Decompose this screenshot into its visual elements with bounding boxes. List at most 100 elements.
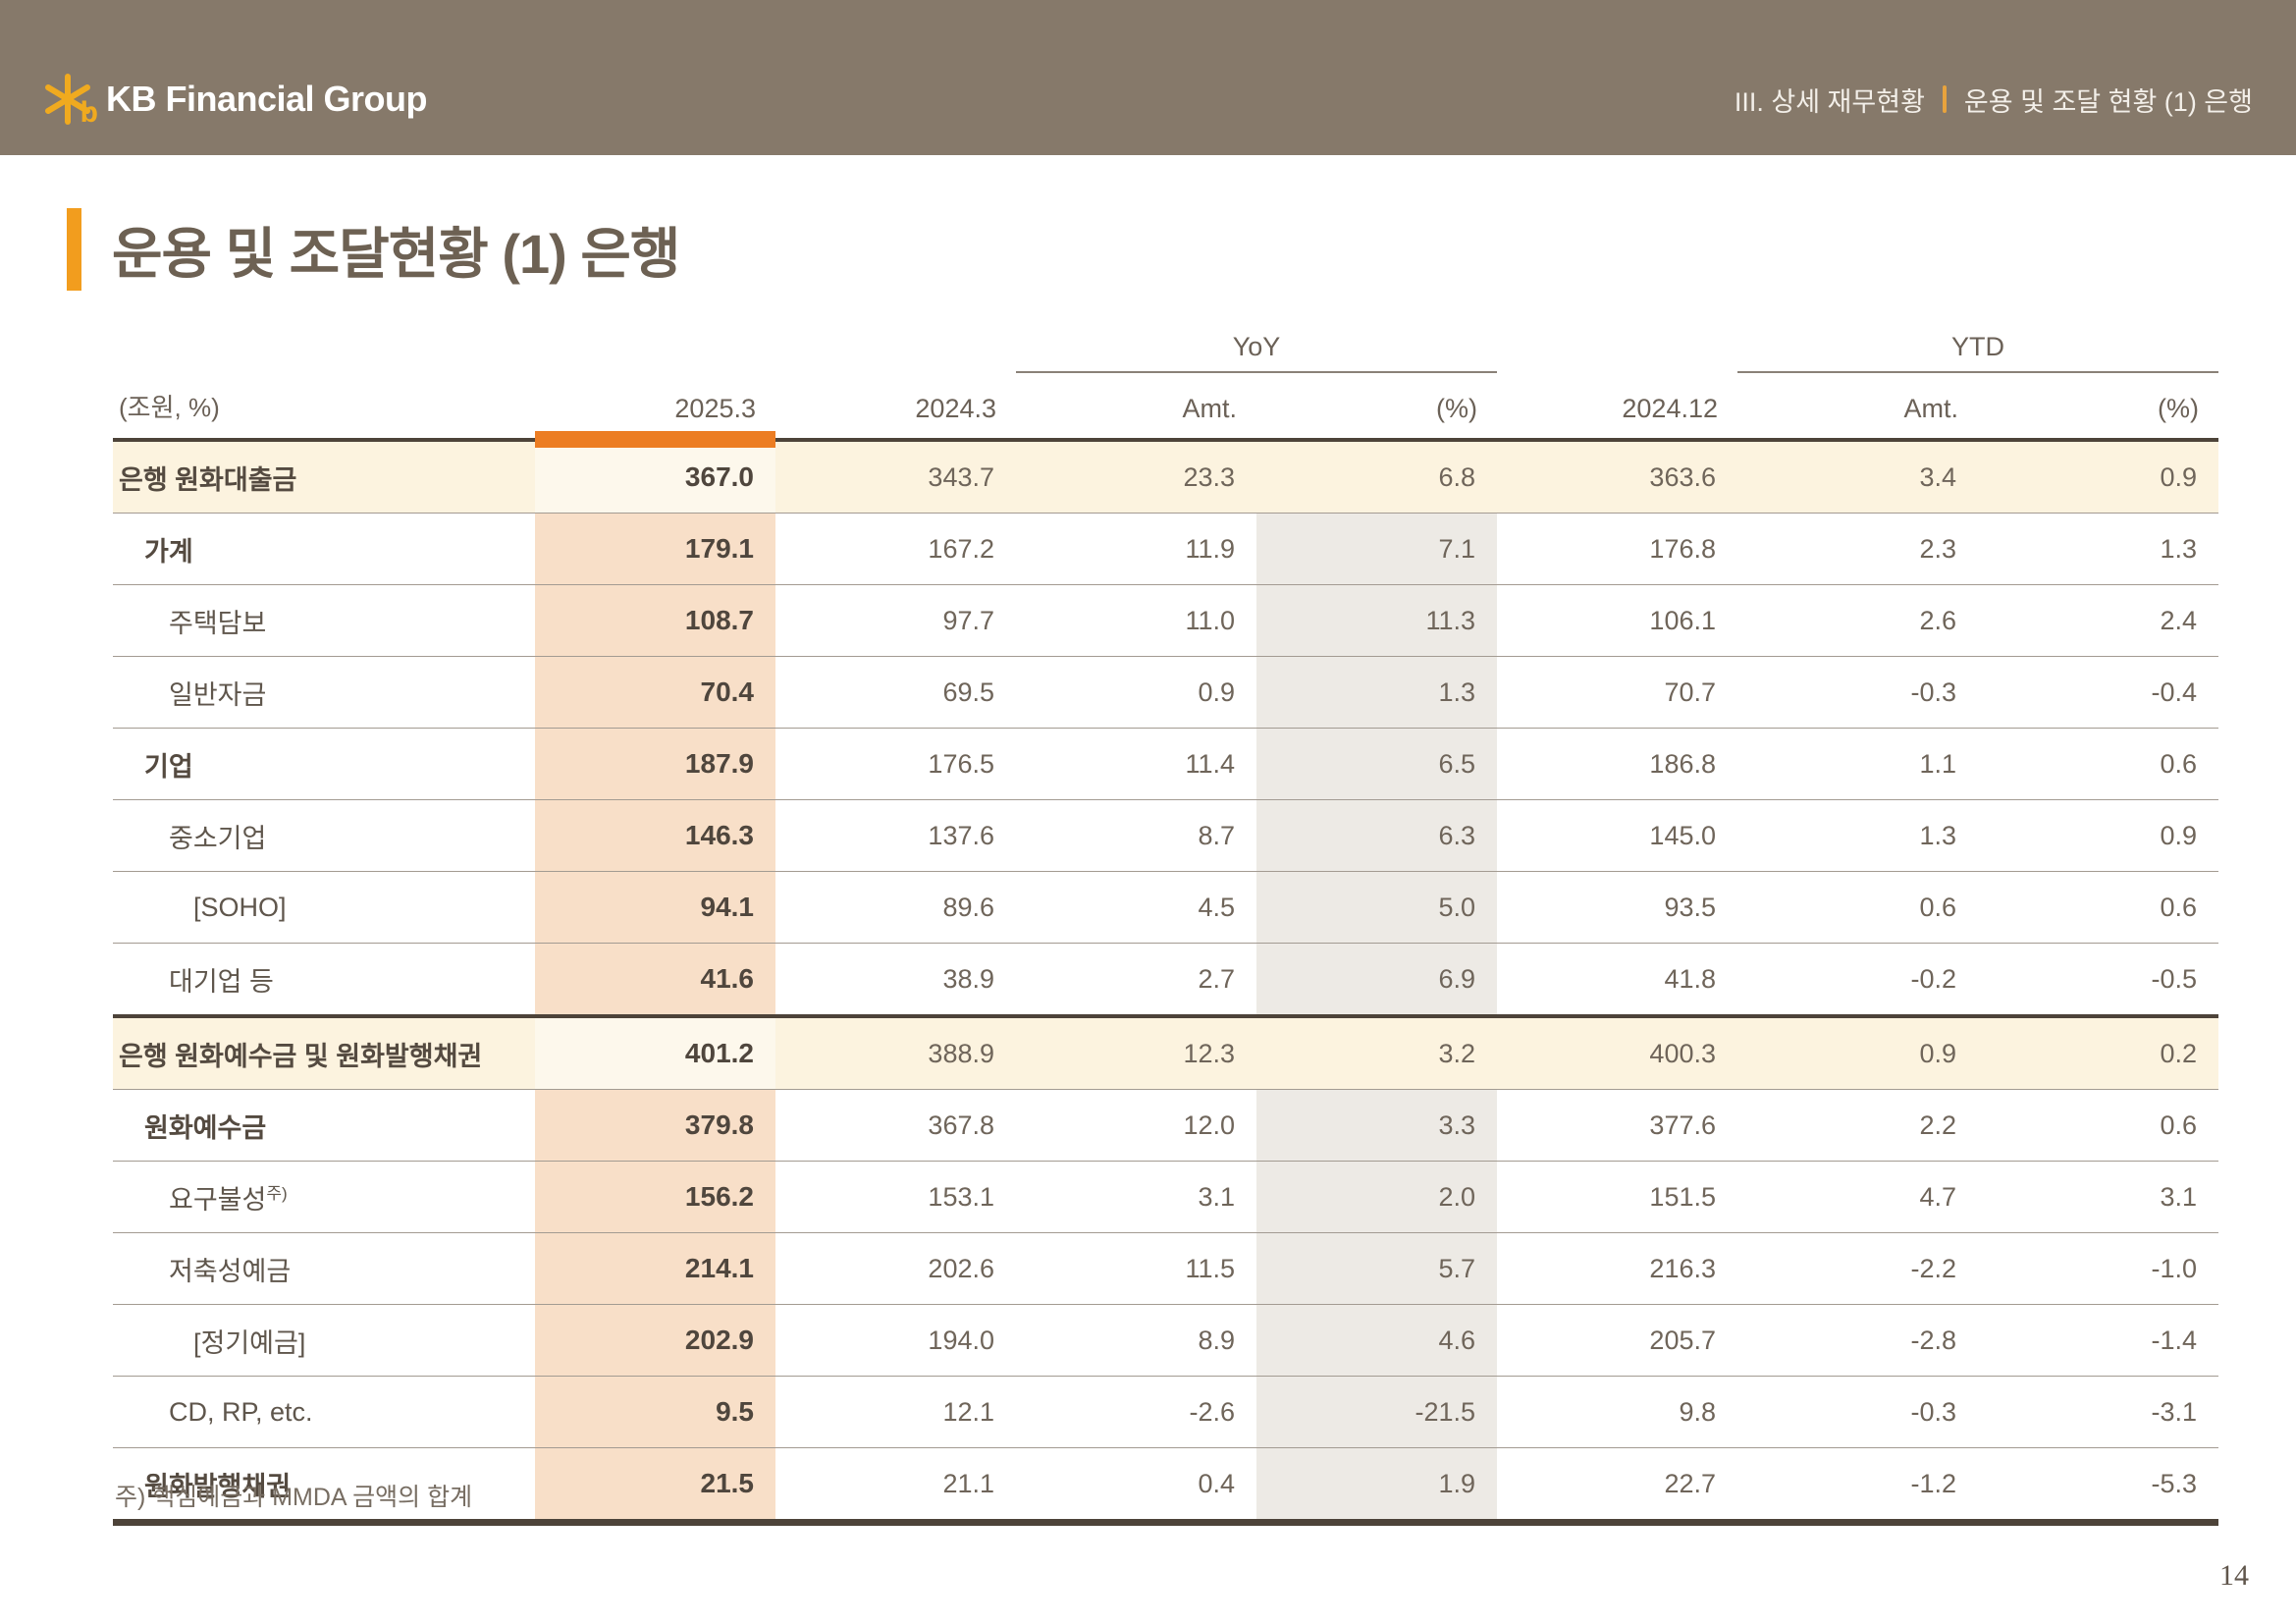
cell-2025-3: 187.9 — [535, 728, 775, 800]
row-label: [정기예금] — [113, 1304, 535, 1377]
cell-2024-3: 89.6 — [775, 871, 1016, 944]
cell-yoy-amt: 12.0 — [1016, 1089, 1256, 1162]
row-label: CD, RP, etc. — [113, 1376, 535, 1448]
cell-yoy-pct: 6.9 — [1256, 943, 1497, 1017]
cell-yoy-pct: 2.0 — [1256, 1161, 1497, 1233]
cell-yoy-amt: 11.9 — [1016, 513, 1256, 585]
table-row: 대기업 등 41.6 38.9 2.7 6.9 41.8 -0.2 -0.5 — [113, 943, 2218, 1017]
cell-ytd-amt: 2.3 — [1737, 513, 1978, 585]
row-label: 요구불성주) — [113, 1161, 535, 1233]
cell-2024-3: 69.5 — [775, 656, 1016, 729]
kb-star-icon: b — [41, 73, 98, 128]
table-row: 요구불성주) 156.2 153.1 3.1 2.0 151.5 4.7 3.1 — [113, 1161, 2218, 1233]
cell-ytd-amt: -1.2 — [1737, 1447, 1978, 1526]
cell-2024-12: 41.8 — [1497, 943, 1737, 1017]
cell-ytd-pct: 1.3 — [1978, 513, 2218, 585]
cell-2025-3: 9.5 — [535, 1376, 775, 1448]
cell-yoy-pct: 6.8 — [1256, 438, 1497, 514]
section-row: 은행 원화예수금 및 원화발행채권 401.2 388.9 12.3 3.2 400.3 0… — [113, 1014, 2218, 1090]
cell-2024-3: 202.6 — [775, 1232, 1016, 1305]
cell-ytd-pct: -1.4 — [1978, 1304, 2218, 1377]
cell-2024-12: 70.7 — [1497, 656, 1737, 729]
cell-yoy-amt: 4.5 — [1016, 871, 1256, 944]
cell-2024-12: 205.7 — [1497, 1304, 1737, 1377]
cell-2024-3: 367.8 — [775, 1089, 1016, 1162]
cell-ytd-pct: -3.1 — [1978, 1376, 2218, 1448]
cell-2024-3: 153.1 — [775, 1161, 1016, 1233]
row-label: 원화발행채권 — [113, 1447, 535, 1526]
cell-ytd-amt: 0.9 — [1737, 1014, 1978, 1090]
cell-yoy-amt: 11.4 — [1016, 728, 1256, 800]
row-label: 주택담보 — [113, 584, 535, 657]
breadcrumb-page: 운용 및 조달 현황 (1) 은행 — [1963, 86, 2253, 117]
cell-2024-12: 9.8 — [1497, 1376, 1737, 1448]
table-row: [SOHO] 94.1 89.6 4.5 5.0 93.5 0.6 0.6 — [113, 871, 2218, 944]
table-row: 가계 179.1 167.2 11.9 7.1 176.8 2.3 1.3 — [113, 513, 2218, 585]
cell-2025-3: 367.0 — [535, 438, 775, 514]
cell-2024-12: 145.0 — [1497, 799, 1737, 872]
row-label: 가계 — [113, 513, 535, 585]
cell-2024-3: 12.1 — [775, 1376, 1016, 1448]
unit-label: (조원, %) — [113, 372, 535, 442]
cell-2024-3: 21.1 — [775, 1447, 1016, 1526]
ytd-group-header: YTD — [1737, 324, 2218, 373]
cell-ytd-pct: 3.1 — [1978, 1161, 2218, 1233]
page-number: 14 — [2219, 1559, 2249, 1592]
cell-yoy-pct: -21.5 — [1256, 1376, 1497, 1448]
kb-logo: b KB Financial Group — [41, 73, 428, 128]
cell-yoy-pct: 5.7 — [1256, 1232, 1497, 1305]
col-header-2024-3: 2024.3 — [775, 372, 1016, 442]
cell-2024-3: 176.5 — [775, 728, 1016, 800]
cell-2025-3: 21.5 — [535, 1447, 775, 1526]
cell-yoy-pct: 3.3 — [1256, 1089, 1497, 1162]
cell-yoy-amt: 12.3 — [1016, 1014, 1256, 1090]
cell-ytd-amt: -2.8 — [1737, 1304, 1978, 1377]
yoy-group-header: YoY — [1016, 324, 1497, 373]
col-header-ytd-amt: Amt. — [1737, 372, 1978, 442]
cell-ytd-pct: 0.9 — [1978, 799, 2218, 872]
cell-yoy-amt: 0.4 — [1016, 1447, 1256, 1526]
footnote: 주) 핵심예금과 MMDA 금액의 합계 — [115, 1484, 473, 1511]
title-block: 운용 및 조달현황 (1) 은행 — [67, 208, 680, 291]
table-row: 중소기업 146.3 137.6 8.7 6.3 145.0 1.3 0.9 — [113, 799, 2218, 872]
table-row: CD, RP, etc. 9.5 12.1 -2.6 -21.5 9.8 -0.3 -3.1 — [113, 1376, 2218, 1448]
cell-ytd-amt: 3.4 — [1737, 438, 1978, 514]
cell-yoy-amt: 3.1 — [1016, 1161, 1256, 1233]
cell-ytd-pct: 0.9 — [1978, 438, 2218, 514]
cell-ytd-pct: -1.0 — [1978, 1232, 2218, 1305]
cell-2025-3: 179.1 — [535, 513, 775, 585]
table-row: 저축성예금 214.1 202.6 11.5 5.7 216.3 -2.2 -1.0 — [113, 1232, 2218, 1305]
cell-ytd-amt: 4.7 — [1737, 1161, 1978, 1233]
group-header-row: YoY YTD — [113, 324, 2218, 373]
cell-yoy-pct: 1.9 — [1256, 1447, 1497, 1526]
cell-ytd-amt: 1.3 — [1737, 799, 1978, 872]
cell-ytd-pct: 0.6 — [1978, 871, 2218, 944]
cell-yoy-amt: -2.6 — [1016, 1376, 1256, 1448]
cell-yoy-pct: 5.0 — [1256, 871, 1497, 944]
cell-2024-3: 343.7 — [775, 438, 1016, 514]
cell-ytd-amt: -2.2 — [1737, 1232, 1978, 1305]
table-row: 일반자금 70.4 69.5 0.9 1.3 70.7 -0.3 -0.4 — [113, 656, 2218, 729]
cell-2024-12: 363.6 — [1497, 438, 1737, 514]
row-label: 기업 — [113, 728, 535, 800]
logo-text: KB Financial Group — [106, 79, 428, 119]
cell-ytd-pct: -5.3 — [1978, 1447, 2218, 1526]
cell-ytd-pct: 0.6 — [1978, 728, 2218, 800]
row-label: 대기업 등 — [113, 943, 535, 1017]
cell-2024-3: 97.7 — [775, 584, 1016, 657]
breadcrumb-divider — [1942, 85, 1947, 113]
current-period-highlight-bar — [535, 431, 775, 448]
row-label: 은행 원화예수금 및 원화발행채권 — [113, 1014, 535, 1090]
breadcrumb: III. 상세 재무현황 운용 및 조달 현황 (1) 은행 — [1735, 81, 2253, 119]
cell-yoy-amt: 11.5 — [1016, 1232, 1256, 1305]
cell-yoy-pct: 6.5 — [1256, 728, 1497, 800]
title-accent-bar — [67, 208, 81, 291]
cell-yoy-amt: 11.0 — [1016, 584, 1256, 657]
cell-2025-3: 146.3 — [535, 799, 775, 872]
table-row: [정기예금] 202.9 194.0 8.9 4.6 205.7 -2.8 -1.4 — [113, 1304, 2218, 1377]
cell-2024-12: 151.5 — [1497, 1161, 1737, 1233]
cell-ytd-amt: -0.3 — [1737, 656, 1978, 729]
section-row: 은행 원화대출금 367.0 343.7 23.3 6.8 363.6 3.4 0.9 — [113, 438, 2218, 514]
cell-2025-3: 94.1 — [535, 871, 775, 944]
cell-ytd-amt: 0.6 — [1737, 871, 1978, 944]
